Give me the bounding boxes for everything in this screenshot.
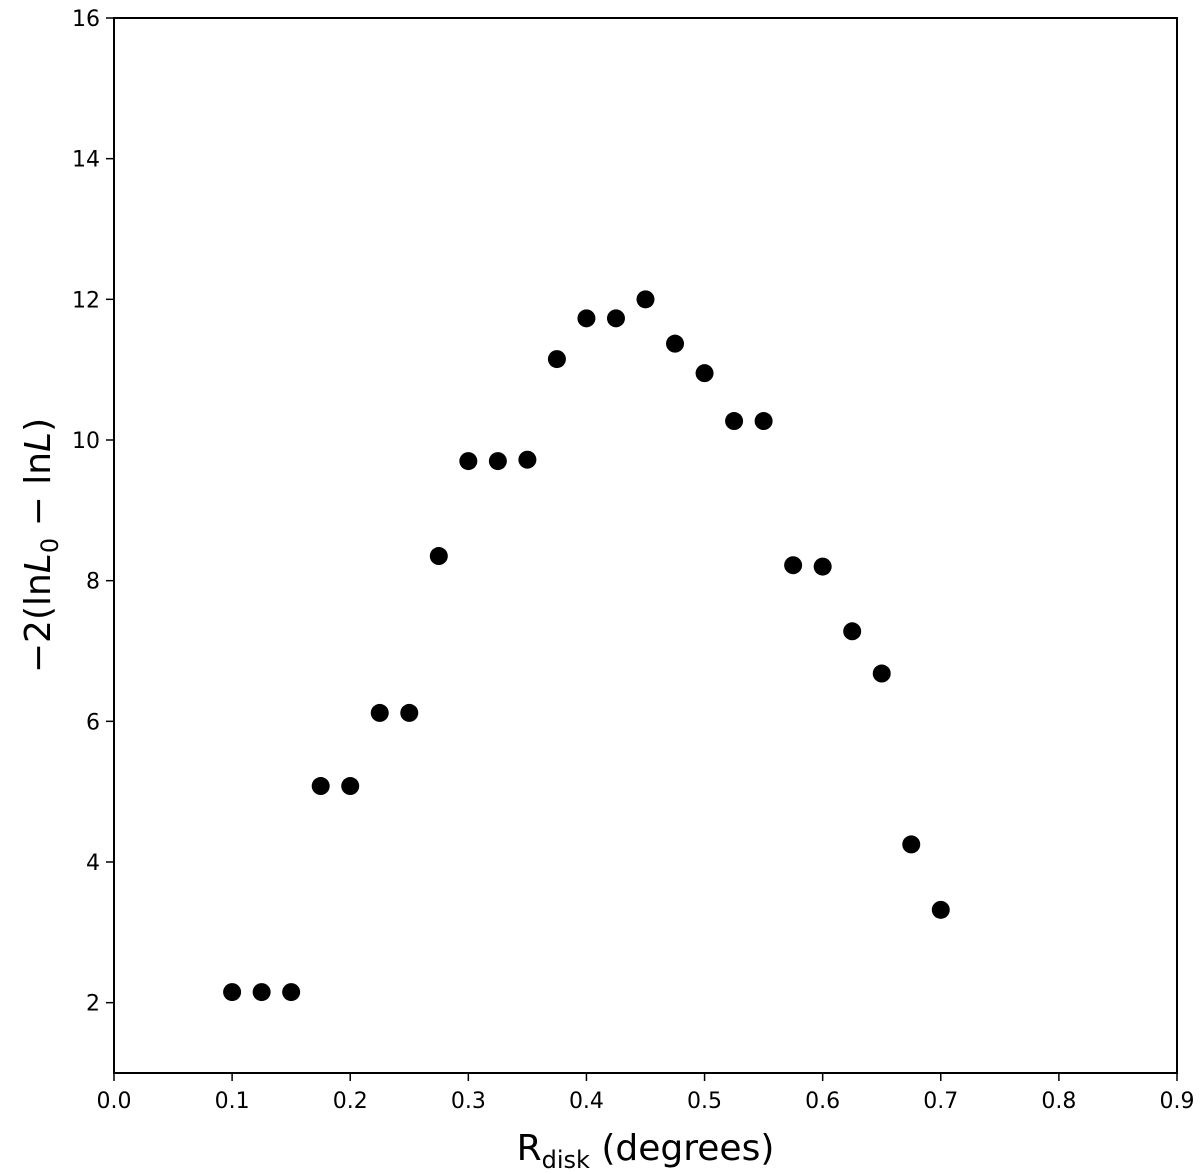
data-point bbox=[666, 334, 685, 353]
x-tick-label: 0.5 bbox=[687, 1089, 722, 1114]
x-tick-label: 0.7 bbox=[923, 1089, 958, 1114]
data-point bbox=[902, 835, 921, 854]
y-tick-label: 2 bbox=[86, 992, 100, 1017]
y-axis-label-close: ) bbox=[18, 418, 59, 432]
data-point bbox=[725, 412, 744, 431]
data-point bbox=[341, 777, 360, 796]
data-point bbox=[429, 547, 448, 566]
data-point bbox=[370, 703, 389, 722]
x-tick-label: 0.4 bbox=[569, 1089, 604, 1114]
data-point bbox=[872, 664, 891, 683]
data-point bbox=[282, 983, 301, 1002]
x-axis-label: Rdisk (degrees) bbox=[517, 1128, 775, 1174]
data-point bbox=[754, 412, 773, 431]
data-point bbox=[931, 900, 950, 919]
data-point bbox=[223, 983, 242, 1002]
y-axis-label-prefix: −2(ln bbox=[18, 573, 59, 673]
x-tick-label: 0.6 bbox=[805, 1089, 840, 1114]
y-axis-label-subscript: 0 bbox=[36, 538, 64, 553]
x-tick-label: 0.2 bbox=[333, 1089, 368, 1114]
data-point bbox=[400, 703, 419, 722]
y-tick-label: 14 bbox=[72, 148, 100, 173]
y-tick-label: 4 bbox=[86, 851, 100, 876]
data-point bbox=[784, 556, 803, 575]
x-axis-ticks: 0.0 0.1 0.2 0.3 0.4 0.5 0.6 0.7 0.8 0.9 bbox=[97, 1073, 1195, 1114]
x-tick-label: 0.3 bbox=[451, 1089, 486, 1114]
x-axis-label-main: R bbox=[517, 1128, 542, 1169]
x-tick-label: 0.9 bbox=[1160, 1089, 1195, 1114]
y-axis-ticks: 2 4 6 8 10 12 14 16 bbox=[72, 7, 114, 1017]
y-tick-label: 12 bbox=[72, 288, 100, 313]
x-tick-label: 0.1 bbox=[215, 1089, 250, 1114]
y-axis-label: −2(lnL0 − lnL) bbox=[18, 418, 64, 673]
y-tick-label: 10 bbox=[72, 429, 100, 454]
data-point bbox=[577, 309, 596, 328]
data-point bbox=[547, 350, 566, 369]
y-axis-label-L: L bbox=[18, 432, 59, 452]
data-point bbox=[311, 777, 330, 796]
data-points bbox=[223, 290, 950, 1002]
y-axis-label-L0: L bbox=[18, 553, 59, 573]
data-point bbox=[636, 290, 655, 309]
plot-frame bbox=[113, 17, 1178, 1074]
x-axis-label-subscript: disk bbox=[542, 1146, 590, 1174]
data-point bbox=[813, 557, 832, 576]
data-point bbox=[695, 364, 714, 383]
data-point bbox=[518, 450, 537, 469]
y-tick-label: 8 bbox=[86, 570, 100, 595]
data-point bbox=[488, 452, 507, 471]
x-tick-label: 0.8 bbox=[1041, 1089, 1076, 1114]
y-tick-label: 6 bbox=[86, 710, 100, 735]
data-point bbox=[606, 309, 625, 328]
x-tick-label: 0.0 bbox=[97, 1089, 132, 1114]
data-point bbox=[459, 452, 478, 471]
y-tick-label: 16 bbox=[72, 7, 100, 32]
x-axis-label-rest: (degrees) bbox=[590, 1128, 774, 1169]
data-point bbox=[843, 622, 862, 641]
y-axis-label-minus-ln: − ln bbox=[18, 452, 59, 538]
data-point bbox=[252, 983, 271, 1002]
